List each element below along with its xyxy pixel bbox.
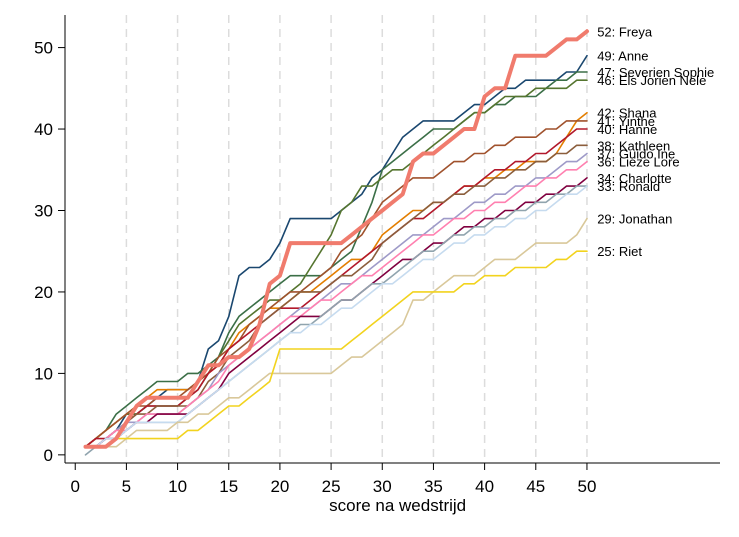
axes: 0 5 10 15 20 25 30 35 40 45 50 0 10 20 30 40 50 [34, 15, 720, 496]
series-end-label: 29: Jonathan [597, 212, 672, 227]
series-line [84, 71, 588, 448]
series-end-label: 46: Els Jorien Nele [597, 73, 706, 88]
x-tick-label: 40 [475, 477, 494, 496]
series-line [83, 29, 589, 449]
y-tick-label: 0 [44, 446, 53, 465]
series-end-label: 36: Lieze Lore [597, 155, 679, 170]
x-tick-label: 45 [526, 477, 545, 496]
series-lines [83, 29, 589, 456]
series-end-label: 52: Freya [597, 24, 653, 39]
series-line [84, 250, 588, 448]
series-line [84, 111, 588, 448]
x-tick-label: 5 [122, 477, 131, 496]
x-tick-label: 50 [577, 477, 596, 496]
x-tick-label: 20 [270, 477, 289, 496]
series-end-label: 33: Ronald [597, 179, 660, 194]
series-line [84, 185, 588, 448]
series-end-label: 41: Yinthe [597, 114, 655, 129]
x-tick-label: 30 [373, 477, 392, 496]
series-line [84, 54, 588, 448]
series-line [84, 217, 588, 448]
series-end-label: 34: Charlotte [597, 171, 671, 186]
x-tick-label: 0 [71, 477, 80, 496]
series-end-label: 40: Hanne [597, 122, 657, 137]
series-end-label: 47: Severien Sophie [597, 65, 714, 80]
series-end-label: 38: Kathleen [597, 138, 670, 153]
plot-area: 0 5 10 15 20 25 30 35 40 45 50 0 10 20 30 40 50 52: Frey… [34, 15, 720, 496]
x-tick-label: 10 [168, 477, 187, 496]
y-tick-label: 50 [34, 39, 53, 58]
series-end-label: 37: Guido Ine [597, 146, 675, 161]
grid-lines [125, 15, 588, 463]
y-tick-label: 30 [34, 201, 53, 220]
x-tick-label: 35 [424, 477, 443, 496]
series-end-label: 49: Anne [597, 49, 648, 64]
y-tick-label: 10 [34, 364, 53, 383]
x-axis-title: score na wedstrijd [329, 496, 466, 515]
x-tick-label: 15 [219, 477, 238, 496]
series-line [84, 144, 588, 448]
series-end-label: 42: Shana [597, 106, 657, 121]
y-tick-label: 20 [34, 283, 53, 302]
y-tick-label: 40 [34, 120, 53, 139]
series-end-label: 25: Riet [597, 244, 642, 259]
x-tick-label: 25 [322, 477, 341, 496]
